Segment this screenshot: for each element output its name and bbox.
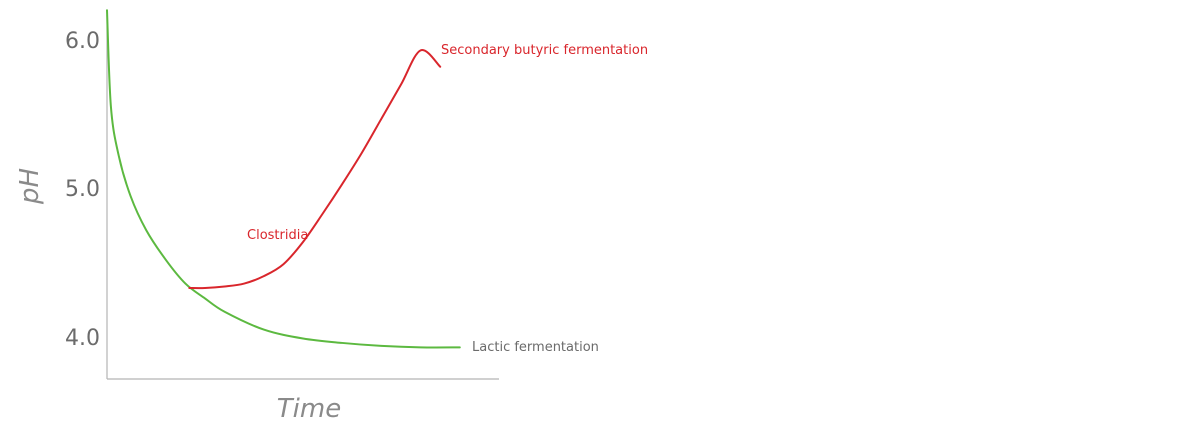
label-secondary-butyric-fermentation: Secondary butyric fermentation <box>441 43 648 58</box>
label-clostridia: Clostridia <box>247 228 308 243</box>
y-axis-title: pH <box>15 168 45 205</box>
x-axis-title: Time <box>277 394 341 424</box>
series-line-secondary-butyric-fermentation <box>188 49 442 290</box>
series-line-lactic-fermentation <box>106 9 461 349</box>
y-tick-label-4: 4.0 <box>65 326 100 351</box>
label-lactic-fermentation: Lactic fermentation <box>472 340 599 355</box>
y-tick-label-5: 5.0 <box>65 177 100 202</box>
y-tick-label-6: 6.0 <box>65 29 100 54</box>
